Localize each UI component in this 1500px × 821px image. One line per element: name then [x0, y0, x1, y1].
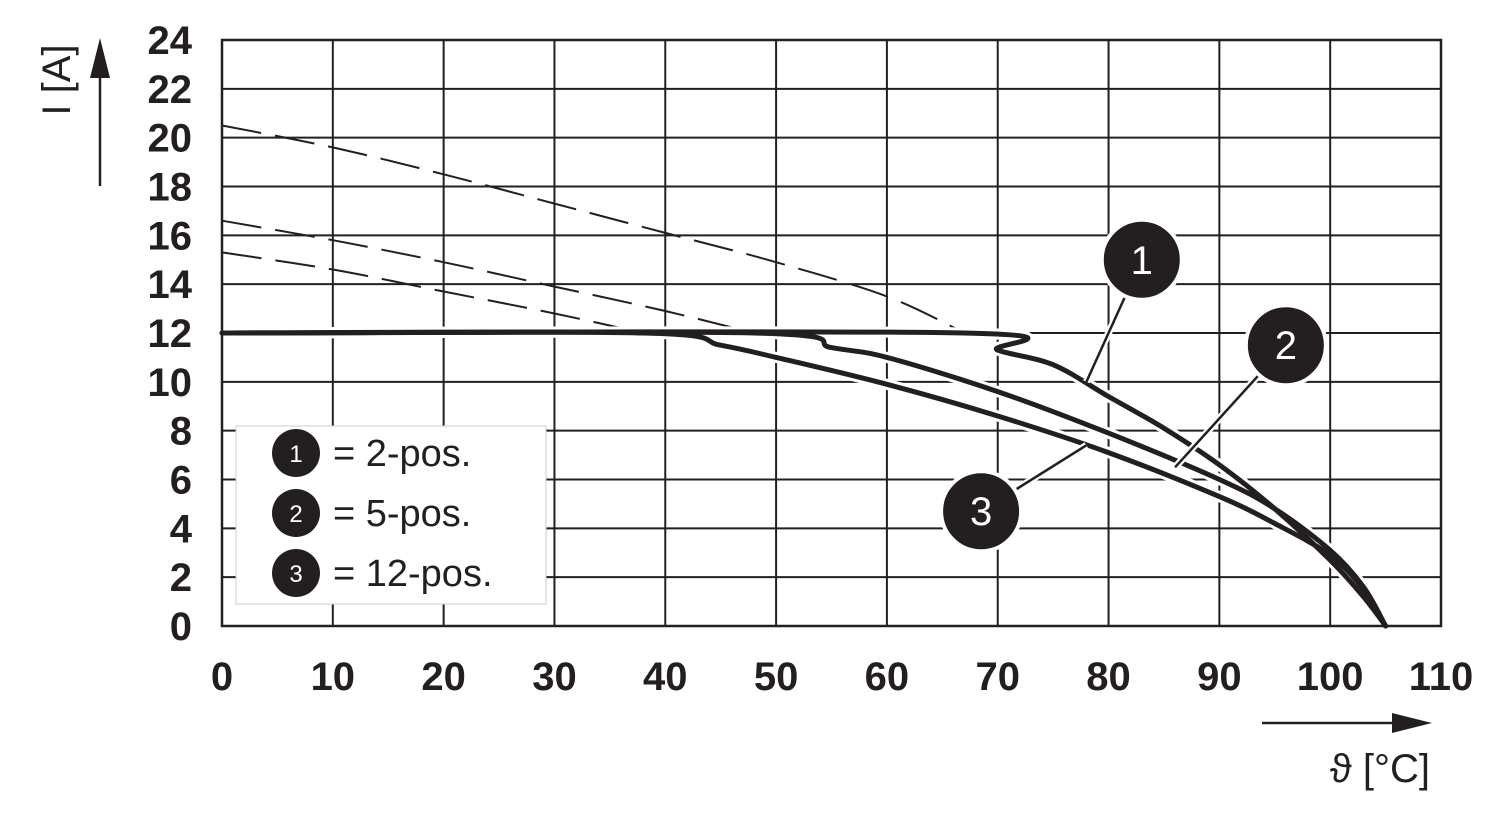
legend-marker-2 [272, 489, 320, 537]
legend-marker-3 [272, 549, 320, 597]
x-tick-label: 30 [532, 655, 577, 699]
dashed-line-2 [221, 219, 755, 334]
x-tick-label: 70 [975, 655, 1020, 699]
y-tick-label: 16 [148, 214, 193, 258]
derating-curves [216, 326, 1392, 632]
x-tick-label: 10 [311, 655, 356, 699]
y-tick-label: 18 [148, 166, 193, 210]
x-axis-label: ϑ [°C] [1330, 747, 1430, 791]
callout-marker-2 [1243, 303, 1328, 388]
y-tick-label: 2 [170, 556, 192, 600]
curve-callouts: 1 2 3 [939, 217, 1328, 554]
y-axis-arrow-head [90, 38, 110, 78]
legend: 1 = 2-pos. 2 = 5-pos. 3 = 12-pos. [235, 425, 547, 605]
x-tick-label: 40 [643, 655, 688, 699]
y-axis-title: I [A] [35, 38, 110, 186]
dashed-line-3 [221, 251, 644, 334]
x-tick-label: 0 [211, 655, 233, 699]
y-tick-label: 14 [148, 263, 193, 307]
x-tick-label: 80 [1086, 655, 1131, 699]
plot-border [220, 38, 1443, 628]
x-tick-label: 50 [754, 655, 799, 699]
x-tick-label: 20 [421, 655, 466, 699]
legend-marker-number: 2 [289, 501, 302, 528]
legend-marker-number: 1 [289, 441, 302, 468]
x-axis-title: ϑ [°C] [1262, 713, 1432, 791]
y-tick-label: 12 [148, 312, 193, 356]
extrapolation-lines [221, 124, 965, 334]
callout-marker-1 [1099, 217, 1184, 302]
callout-number: 2 [1275, 324, 1297, 368]
curve-2 [219, 329, 1389, 629]
y-tick-label: 24 [148, 19, 193, 63]
legend-label: = 12-pos. [333, 553, 493, 595]
x-tick-label: 100 [1297, 655, 1364, 699]
y-tick-label: 10 [148, 361, 193, 405]
y-tick-label: 8 [170, 410, 192, 454]
y-axis-label: I [A] [35, 44, 79, 115]
y-tick-label: 20 [148, 117, 193, 161]
legend-label: = 2-pos. [333, 433, 471, 475]
legend-marker-1 [272, 429, 320, 477]
x-tick-label: 110 [1409, 655, 1474, 699]
y-tick-label: 6 [170, 459, 192, 503]
x-tick-label: 90 [1197, 655, 1242, 699]
callout-marker-3 [939, 469, 1024, 554]
callout-number: 1 [1131, 239, 1153, 283]
x-axis-arrow-head [1392, 713, 1432, 733]
callout-number: 3 [970, 490, 992, 534]
dashed-line-1 [221, 124, 965, 334]
y-tick-label: 0 [170, 605, 192, 649]
legend-marker-number: 3 [289, 561, 302, 588]
x-tick-label: 60 [865, 655, 910, 699]
curve-1 [219, 329, 1389, 629]
plot-frame [220, 38, 1443, 628]
y-tick-label: 4 [170, 507, 193, 551]
legend-label: = 5-pos. [333, 493, 471, 535]
x-tick-labels: 0 10 20 30 40 50 60 70 80 90 100 110 [211, 655, 1473, 699]
curve-3 [219, 329, 1389, 629]
y-tick-label: 22 [148, 68, 193, 112]
